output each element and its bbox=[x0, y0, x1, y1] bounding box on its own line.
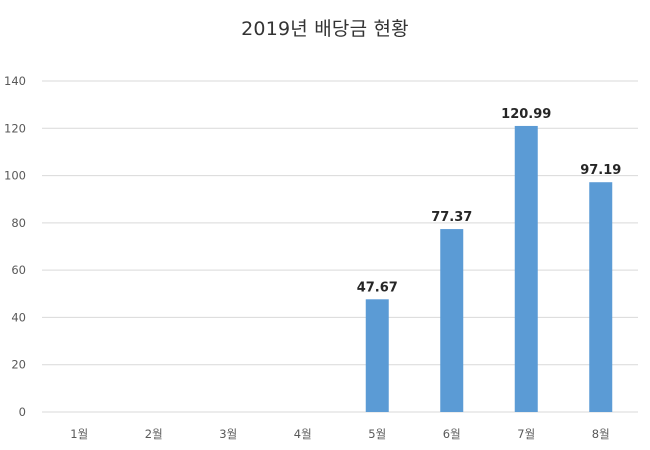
bar-6 bbox=[440, 229, 464, 412]
x-tick-label: 8월 bbox=[592, 427, 610, 441]
data-label: 120.99 bbox=[501, 107, 551, 122]
bar-8 bbox=[589, 182, 613, 412]
x-tick-label: 6월 bbox=[443, 427, 461, 441]
x-tick-label: 7월 bbox=[517, 427, 535, 441]
y-tick-label: 140 bbox=[4, 74, 26, 88]
x-tick-label: 2월 bbox=[145, 427, 163, 441]
chart-title: 2019년 배당금 현황 bbox=[241, 18, 409, 40]
x-tick-label: 4월 bbox=[294, 427, 312, 441]
data-label: 97.19 bbox=[580, 163, 621, 178]
x-tick-label: 5월 bbox=[368, 427, 386, 441]
x-tick-label: 3월 bbox=[219, 427, 237, 441]
x-tick-label: 1월 bbox=[70, 427, 88, 441]
y-tick-label: 60 bbox=[11, 263, 26, 277]
y-tick-label: 40 bbox=[11, 310, 26, 324]
data-label: 47.67 bbox=[357, 280, 398, 295]
bar-5 bbox=[365, 299, 389, 412]
y-tick-label: 120 bbox=[4, 121, 26, 135]
y-tick-label: 0 bbox=[19, 405, 26, 419]
bar-7 bbox=[514, 125, 538, 412]
data-label: 77.37 bbox=[431, 210, 472, 225]
y-tick-label: 20 bbox=[11, 358, 26, 372]
y-tick-label: 100 bbox=[4, 169, 26, 183]
y-tick-label: 80 bbox=[11, 216, 26, 230]
